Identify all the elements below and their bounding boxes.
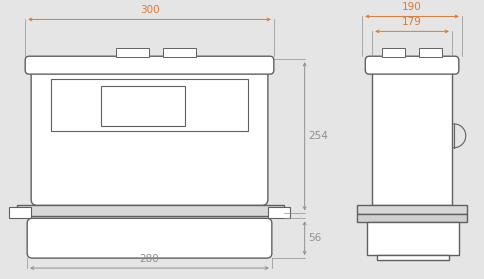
Bar [164, 48, 196, 57]
Bar [357, 205, 467, 214]
FancyBboxPatch shape [365, 56, 459, 74]
Bar [367, 222, 459, 255]
Bar [419, 48, 442, 57]
Text: 254: 254 [309, 131, 329, 141]
Text: 56: 56 [309, 233, 322, 243]
Text: 300: 300 [140, 6, 159, 15]
Bar [17, 205, 284, 216]
FancyBboxPatch shape [25, 56, 274, 74]
Bar [382, 48, 405, 57]
Text: 190: 190 [402, 3, 422, 13]
Bar [116, 48, 149, 57]
Bar [357, 214, 467, 222]
Bar [9, 207, 31, 218]
Bar [268, 207, 290, 218]
Bar [51, 79, 248, 131]
Bar [377, 255, 449, 260]
Bar [372, 66, 452, 205]
FancyBboxPatch shape [27, 218, 272, 258]
FancyBboxPatch shape [31, 66, 268, 205]
Text: 179: 179 [402, 17, 422, 27]
Text: 280: 280 [140, 254, 159, 264]
Bar [101, 86, 185, 126]
